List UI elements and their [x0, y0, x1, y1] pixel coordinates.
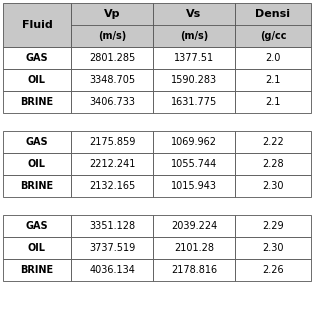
Bar [235, 175, 311, 197]
Bar [235, 153, 311, 175]
Bar [153, 153, 235, 175]
Text: 2.0: 2.0 [265, 53, 281, 63]
Bar [235, 215, 311, 237]
Text: 2801.285: 2801.285 [89, 53, 135, 63]
Text: Densi: Densi [255, 9, 291, 19]
Text: (m/s): (m/s) [180, 31, 208, 41]
Text: 2.28: 2.28 [262, 159, 284, 169]
Bar [71, 91, 153, 113]
Bar [3, 175, 71, 197]
Text: BRINE: BRINE [20, 265, 53, 275]
Text: BRINE: BRINE [20, 181, 53, 191]
Bar [3, 47, 71, 69]
Text: OIL: OIL [28, 243, 46, 253]
Text: Vp: Vp [104, 9, 120, 19]
Bar [153, 259, 235, 281]
Bar [3, 237, 71, 259]
Text: GAS: GAS [26, 221, 48, 231]
Text: 4036.134: 4036.134 [89, 265, 135, 275]
Bar [153, 91, 235, 113]
Text: 2.22: 2.22 [262, 137, 284, 147]
Bar [235, 47, 311, 69]
Text: 2.30: 2.30 [262, 181, 284, 191]
Bar [71, 3, 153, 47]
Bar [153, 131, 235, 153]
Bar [153, 175, 235, 197]
Text: GAS: GAS [26, 137, 48, 147]
Text: GAS: GAS [26, 53, 48, 63]
Bar [153, 47, 235, 69]
Text: 2101.28: 2101.28 [174, 243, 214, 253]
Text: 1377.51: 1377.51 [174, 53, 214, 63]
Text: 2175.859: 2175.859 [89, 137, 135, 147]
Text: 2.1: 2.1 [265, 75, 281, 85]
Text: BRINE: BRINE [20, 97, 53, 107]
Bar [153, 69, 235, 91]
Text: OIL: OIL [28, 75, 46, 85]
Text: 2.1: 2.1 [265, 97, 281, 107]
Bar [235, 3, 311, 47]
Bar [153, 215, 235, 237]
Bar [3, 3, 71, 47]
Bar [71, 215, 153, 237]
Text: 2.29: 2.29 [262, 221, 284, 231]
Bar [71, 237, 153, 259]
Text: 2132.165: 2132.165 [89, 181, 135, 191]
Bar [71, 69, 153, 91]
Text: 1055.744: 1055.744 [171, 159, 217, 169]
Bar [71, 47, 153, 69]
Bar [3, 91, 71, 113]
Text: (g/cc: (g/cc [260, 31, 286, 41]
Text: 2212.241: 2212.241 [89, 159, 135, 169]
Bar [235, 69, 311, 91]
Bar [71, 175, 153, 197]
Bar [71, 131, 153, 153]
Text: 3351.128: 3351.128 [89, 221, 135, 231]
Bar [3, 131, 71, 153]
Bar [235, 259, 311, 281]
Text: OIL: OIL [28, 159, 46, 169]
Text: 2039.224: 2039.224 [171, 221, 217, 231]
Bar [235, 131, 311, 153]
Bar [153, 237, 235, 259]
Bar [153, 3, 235, 47]
Text: 1015.943: 1015.943 [171, 181, 217, 191]
Bar [235, 91, 311, 113]
Bar [3, 69, 71, 91]
Bar [71, 153, 153, 175]
Text: 2.26: 2.26 [262, 265, 284, 275]
Text: 3406.733: 3406.733 [89, 97, 135, 107]
Text: 1590.283: 1590.283 [171, 75, 217, 85]
Bar [3, 259, 71, 281]
Text: 2.30: 2.30 [262, 243, 284, 253]
Bar [3, 215, 71, 237]
Text: 1631.775: 1631.775 [171, 97, 217, 107]
Bar [3, 153, 71, 175]
Text: 3348.705: 3348.705 [89, 75, 135, 85]
Bar [235, 237, 311, 259]
Text: Vs: Vs [186, 9, 202, 19]
Bar [71, 259, 153, 281]
Text: Fluid: Fluid [22, 20, 52, 30]
Text: 2178.816: 2178.816 [171, 265, 217, 275]
Text: 3737.519: 3737.519 [89, 243, 135, 253]
Text: (m/s): (m/s) [98, 31, 126, 41]
Text: 1069.962: 1069.962 [171, 137, 217, 147]
